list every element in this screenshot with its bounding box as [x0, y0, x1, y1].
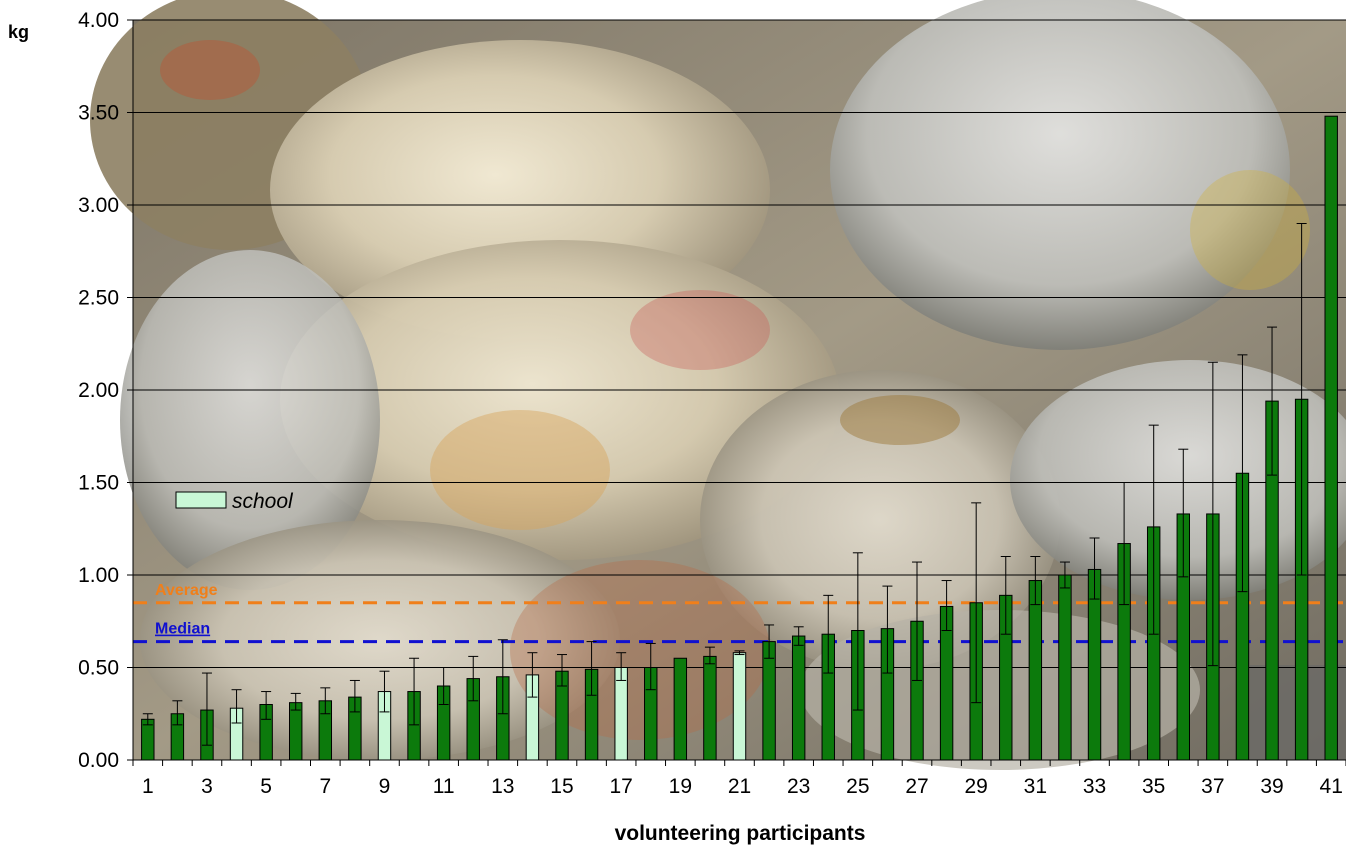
x-tick-label: 7 [319, 775, 331, 798]
x-tick-label: 39 [1260, 775, 1283, 798]
error-bar [379, 670, 390, 713]
error-bar [734, 650, 745, 656]
x-tick-label: 33 [1083, 775, 1106, 798]
y-tick-label: 2.00 [78, 379, 119, 402]
error-bar [645, 642, 656, 691]
error-bars [142, 223, 1307, 746]
error-bar [823, 594, 834, 674]
error-bar [556, 654, 567, 687]
x-tick-label: 13 [491, 775, 514, 798]
bar [762, 641, 776, 761]
x-tick-label: 19 [669, 775, 692, 798]
error-bar [409, 657, 420, 726]
x-tick-label: 5 [260, 775, 272, 798]
y-axis-ticks: 0.00 0.50 1.00 1.50 2.00 2.50 3.00 3.50 4.00 [78, 9, 133, 772]
error-bar [1148, 424, 1159, 635]
legend: school [175, 490, 294, 513]
legend-swatch-school [175, 491, 227, 509]
bar [1324, 115, 1338, 761]
error-bar [142, 713, 153, 726]
y-tick-label: 3.00 [78, 194, 119, 217]
error-bar [527, 652, 538, 698]
error-bar [1178, 448, 1189, 578]
error-bar [1000, 556, 1011, 635]
error-bar [1237, 354, 1248, 593]
legend-label-school: school [232, 490, 294, 513]
error-bar [764, 624, 775, 659]
error-bar [201, 672, 212, 746]
error-bar [1267, 326, 1278, 476]
error-bar [1207, 361, 1218, 667]
average-label: Average [155, 582, 218, 599]
error-bar [941, 580, 952, 631]
error-bar [616, 652, 627, 681]
gridlines [133, 19, 1346, 668]
x-tick-label: 29 [965, 775, 988, 798]
reference-lines: Average Median [133, 582, 1346, 644]
y-tick-label: 3.50 [78, 102, 119, 125]
bar [141, 718, 155, 761]
bar [703, 655, 717, 761]
x-tick-label: 17 [609, 775, 632, 798]
x-tick-label: 15 [550, 775, 573, 798]
error-bar [586, 641, 597, 696]
x-tick-label: 25 [846, 775, 869, 798]
bar [1028, 580, 1043, 761]
error-bar [793, 626, 804, 646]
x-tick-label: 35 [1142, 775, 1165, 798]
error-bar [497, 639, 508, 715]
bar [791, 635, 806, 761]
error-bar [231, 689, 242, 724]
error-bar [1030, 556, 1041, 606]
y-axis-title: kg [8, 22, 29, 42]
error-bar [172, 700, 183, 726]
x-tick-label: 11 [433, 775, 455, 798]
x-tick-label: 3 [201, 775, 213, 798]
y-tick-label: 2.50 [78, 287, 119, 310]
error-bar [971, 502, 982, 704]
error-bar [261, 691, 272, 720]
error-bar [882, 585, 893, 674]
x-tick-label: 9 [379, 775, 391, 798]
bar [673, 657, 688, 761]
error-bar [1119, 482, 1130, 606]
x-tick-label: 31 [1024, 775, 1047, 798]
x-tick-label: 21 [728, 775, 751, 798]
bar-school [614, 667, 628, 761]
x-tick-label: 41 [1320, 775, 1343, 798]
error-bar [852, 552, 863, 711]
x-axis-title: volunteering participants [615, 822, 866, 845]
median-label: Median [155, 621, 210, 638]
error-bar [468, 655, 479, 702]
error-bar [320, 687, 331, 715]
bar-school [732, 652, 747, 761]
bar [289, 702, 303, 761]
x-tick-label: 27 [905, 775, 928, 798]
error-bar [1089, 537, 1100, 600]
x-axis-ticks: 1 3 5 7 9 11 13 15 17 19 21 23 25 27 29 31 33 35 37 39 41 [132, 760, 1346, 798]
error-bar [290, 692, 301, 711]
x-tick-label: 1 [142, 775, 154, 798]
x-tick-label: 37 [1201, 775, 1224, 798]
y-tick-label: 0.50 [78, 657, 119, 680]
bar [1058, 574, 1072, 761]
y-tick-label: 0.00 [78, 749, 119, 772]
y-tick-label: 1.50 [78, 472, 119, 495]
error-bar [912, 561, 923, 681]
error-bar [1059, 561, 1070, 589]
error-bar [438, 667, 449, 705]
error-bar [1296, 223, 1307, 576]
x-tick-label: 23 [787, 775, 810, 798]
y-tick-label: 4.00 [78, 9, 119, 32]
error-bar [349, 679, 360, 713]
error-bar [704, 646, 715, 665]
y-tick-label: 1.00 [78, 564, 119, 587]
